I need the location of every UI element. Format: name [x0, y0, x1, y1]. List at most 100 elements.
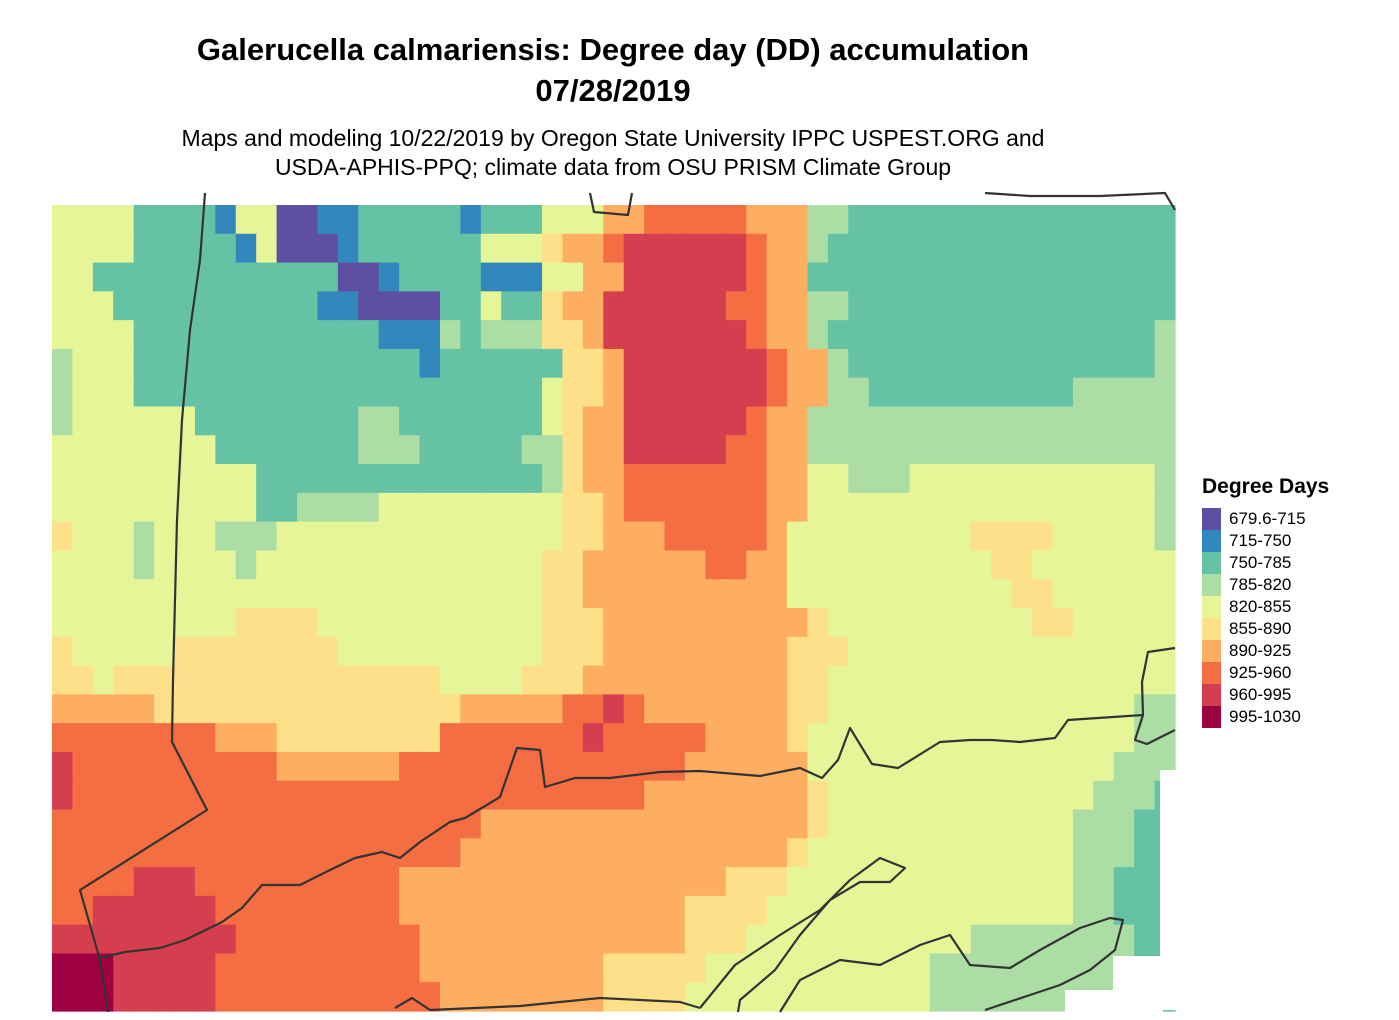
- raster-cell: [194, 205, 216, 235]
- raster-cell: [1032, 982, 1054, 1012]
- raster-cell: [562, 636, 584, 667]
- raster-edge-mask: [1065, 770, 1180, 1020]
- raster-cell: [705, 636, 727, 667]
- raster-cell: [807, 464, 829, 494]
- raster-cell: [542, 694, 564, 724]
- raster-cell: [807, 406, 829, 436]
- raster-cell: [337, 492, 359, 523]
- raster-cell: [562, 953, 584, 983]
- raster-cell: [235, 521, 257, 552]
- raster-cell: [868, 751, 890, 782]
- raster-cell: [399, 435, 421, 465]
- raster-cell: [684, 751, 706, 782]
- raster-cell: [1113, 665, 1135, 695]
- raster-cell: [501, 320, 523, 350]
- raster-cell: [1134, 780, 1156, 811]
- raster-cell: [235, 780, 257, 811]
- raster-cell: [439, 464, 461, 494]
- raster-cell: [929, 348, 951, 379]
- raster-cell: [1154, 665, 1176, 695]
- raster-cell: [133, 464, 155, 494]
- raster-cell: [970, 435, 992, 465]
- raster-cell: [807, 723, 829, 753]
- legend-label: 750-785: [1229, 553, 1292, 572]
- raster-cell: [746, 435, 768, 465]
- raster-cell: [215, 377, 237, 408]
- raster-cell: [623, 694, 645, 724]
- raster-cell: [582, 665, 604, 695]
- raster-cell: [399, 751, 421, 782]
- raster-cell: [909, 608, 931, 638]
- raster-cell: [378, 464, 400, 494]
- raster-cell: [623, 838, 645, 868]
- legend-label: 715-750: [1229, 531, 1292, 550]
- raster-cell: [297, 550, 319, 580]
- raster-cell: [950, 521, 972, 552]
- raster-cell: [194, 348, 216, 379]
- raster-cell: [1113, 291, 1135, 321]
- raster-cell: [521, 608, 543, 638]
- raster-cell: [603, 924, 625, 955]
- raster-cell: [970, 320, 992, 350]
- raster-cell: [991, 348, 1013, 379]
- raster-cell: [1134, 895, 1156, 926]
- raster-cell: [909, 492, 931, 523]
- raster-cell: [991, 492, 1013, 523]
- raster-cell: [725, 665, 747, 695]
- raster-cell: [889, 521, 911, 552]
- raster-cell: [194, 320, 216, 350]
- raster-cell: [174, 521, 196, 552]
- raster-cell: [276, 982, 298, 1012]
- raster-cell: [1134, 377, 1156, 408]
- raster-cell: [1154, 406, 1176, 436]
- raster-cell: [929, 464, 951, 494]
- raster-cell: [684, 464, 706, 494]
- raster-cell: [623, 377, 645, 408]
- raster-cell: [113, 809, 135, 839]
- raster-cell: [276, 205, 298, 235]
- raster-cell: [868, 205, 890, 235]
- raster-cell: [684, 838, 706, 868]
- raster-cell: [664, 867, 686, 897]
- raster-cell: [991, 579, 1013, 609]
- raster-cell: [1134, 838, 1156, 868]
- raster-cell: [378, 406, 400, 436]
- raster-cell: [1032, 579, 1054, 609]
- raster-cell: [766, 205, 788, 235]
- raster-cell: [1032, 262, 1054, 292]
- raster-cell: [909, 867, 931, 897]
- raster-cell: [174, 895, 196, 926]
- raster-cell: [174, 233, 196, 264]
- raster-cell: [501, 377, 523, 408]
- raster-cell: [174, 665, 196, 695]
- raster-cell: [174, 867, 196, 897]
- raster-cell: [827, 233, 849, 264]
- raster-cell: [154, 924, 176, 955]
- raster-cell: [337, 867, 359, 897]
- boundary-line-south: [99, 646, 1176, 960]
- raster-cell: [1052, 233, 1074, 264]
- raster-cell: [297, 464, 319, 494]
- raster-cell: [1134, 751, 1156, 782]
- raster-cell: [154, 291, 176, 321]
- raster-cell: [1072, 262, 1094, 292]
- raster-cell: [929, 665, 951, 695]
- raster-cell: [501, 291, 523, 321]
- raster-cell: [297, 492, 319, 523]
- raster-cell: [603, 723, 625, 753]
- raster-cell: [1072, 492, 1094, 523]
- raster-cell: [766, 723, 788, 753]
- raster-cell: [787, 780, 809, 811]
- raster-cell: [684, 723, 706, 753]
- raster-cell: [154, 377, 176, 408]
- raster-cell: [950, 320, 972, 350]
- legend-swatch: [1202, 508, 1221, 530]
- raster-cell: [725, 320, 747, 350]
- raster-cell: [807, 924, 829, 955]
- raster-cell: [113, 262, 135, 292]
- raster-cell: [644, 550, 666, 580]
- raster-cell: [439, 953, 461, 983]
- raster-cell: [235, 924, 257, 955]
- raster-cell: [154, 636, 176, 667]
- raster-cell: [766, 406, 788, 436]
